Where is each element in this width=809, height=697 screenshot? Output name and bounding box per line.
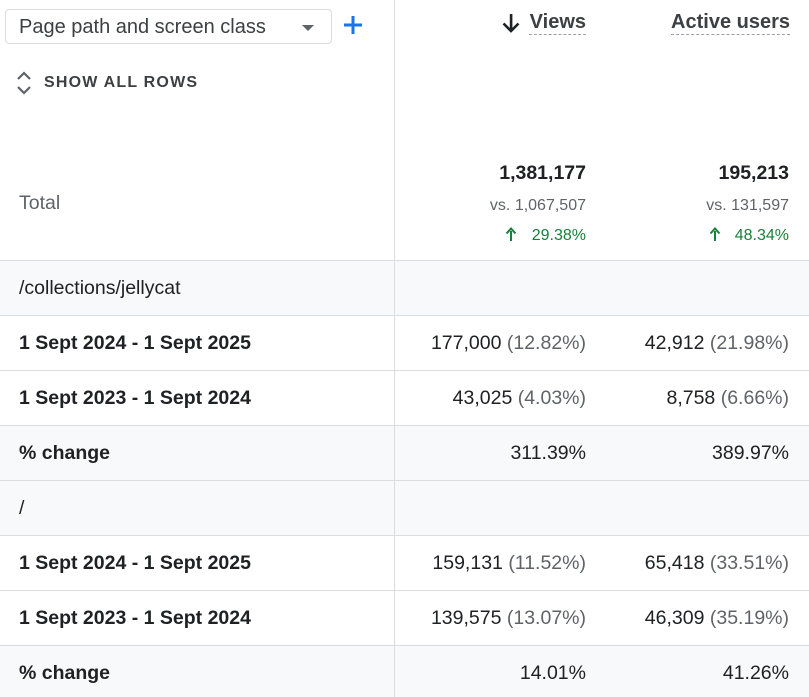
users-cell: 8,758 (6.66%) (600, 387, 789, 410)
row-divider (0, 645, 809, 646)
users-change-value: 41.26% (722, 662, 789, 684)
group-label: /collections/jellycat (19, 277, 181, 299)
dimension-select-label: Page path and screen class (19, 16, 266, 38)
arrow-down-icon[interactable] (501, 12, 521, 34)
users-cell: 65,418 (33.51%) (600, 552, 789, 575)
row-bg (0, 646, 809, 697)
users-share: (33.51%) (709, 552, 789, 574)
total-users-comparison: vs. 131,597 (706, 197, 789, 214)
group-label: / (19, 497, 25, 519)
total-label: Total (19, 192, 61, 214)
views-share: (12.82%) (506, 332, 586, 354)
views-change-value: 14.01% (519, 662, 586, 684)
row-bg (0, 426, 809, 481)
unfold-icon (17, 71, 31, 95)
row-divider (0, 370, 809, 371)
row-divider (0, 480, 809, 481)
total-views-value: 1,381,177 (499, 162, 586, 184)
users-cell: 46,309 (35.19%) (600, 607, 789, 630)
users-share: (35.19%) (709, 607, 789, 629)
arrow-up-icon (709, 227, 721, 241)
row-divider (0, 260, 809, 261)
add-dimension-button[interactable] (340, 12, 366, 38)
plus-icon (344, 16, 362, 34)
views-cell: 139,575 (13.07%) (400, 607, 586, 630)
users-value: 42,912 (644, 332, 705, 354)
views-cell: 159,131 (11.52%) (400, 552, 586, 575)
row-label: % change (19, 442, 111, 464)
group-header-bg (0, 481, 809, 536)
views-cell: 177,000 (12.82%) (400, 332, 586, 355)
views-cell: 43,025 (4.03%) (400, 387, 586, 410)
users-change-value: 389.97% (712, 442, 789, 464)
column-header-views[interactable]: Views (529, 11, 586, 33)
row-divider (0, 535, 809, 536)
views-value: 159,131 (432, 552, 503, 574)
total-views-change: 29.38% (531, 227, 586, 244)
column-header-active-users[interactable]: Active users (671, 11, 790, 33)
caret-down-icon (302, 25, 314, 31)
views-share: (11.52%) (508, 552, 586, 574)
row-divider (0, 425, 809, 426)
total-views-comparison: vs. 1,067,507 (489, 197, 586, 214)
views-share: (4.03%) (517, 387, 586, 409)
views-change-value: 311.39% (510, 442, 586, 464)
row-label: 1 Sept 2023 - 1 Sept 2024 (19, 607, 251, 629)
row-label: % change (19, 662, 111, 684)
users-value: 8,758 (666, 387, 716, 409)
show-all-rows-label: SHOW ALL ROWS (44, 74, 199, 91)
views-share: (13.07%) (506, 607, 586, 629)
users-cell: 42,912 (21.98%) (600, 332, 789, 355)
users-value: 65,418 (644, 552, 705, 574)
views-value: 43,025 (452, 387, 513, 409)
row-divider (0, 315, 809, 316)
row-label: 1 Sept 2024 - 1 Sept 2025 (19, 332, 251, 354)
total-users-value: 195,213 (718, 162, 790, 184)
users-value: 46,309 (644, 607, 705, 629)
users-share: (21.98%) (709, 332, 789, 354)
views-value: 177,000 (430, 332, 502, 354)
group-header-bg (0, 261, 809, 316)
users-share: (6.66%) (720, 387, 789, 409)
views-value: 139,575 (430, 607, 502, 629)
arrow-up-icon (505, 227, 517, 241)
dimension-select[interactable]: Page path and screen class (5, 9, 332, 44)
row-label: 1 Sept 2023 - 1 Sept 2024 (19, 387, 251, 409)
total-users-change: 48.34% (734, 227, 789, 244)
column-divider (394, 0, 395, 697)
row-divider (0, 590, 809, 591)
row-label: 1 Sept 2024 - 1 Sept 2025 (19, 552, 251, 574)
